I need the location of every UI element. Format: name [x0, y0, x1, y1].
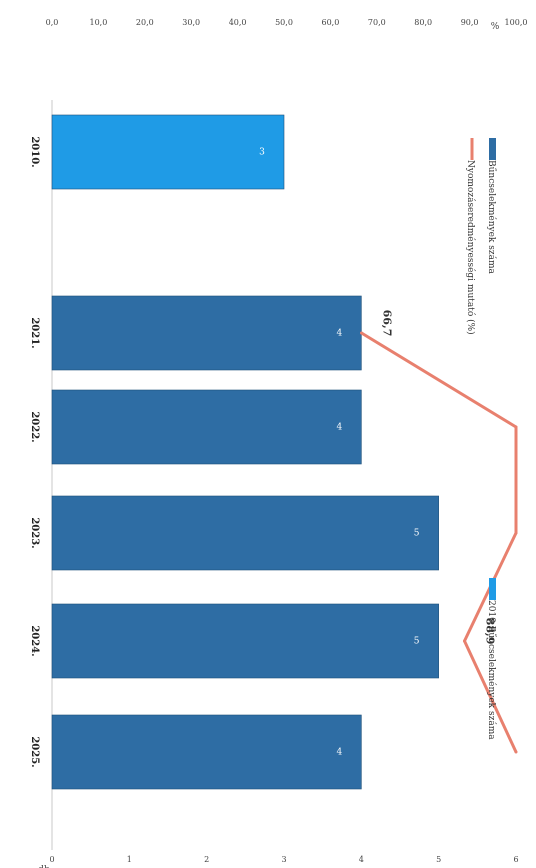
right-axis-tick: 80,0 — [414, 18, 432, 27]
category-label: 2025. — [29, 736, 40, 767]
line-value-label: 66,7 — [380, 310, 393, 337]
bar-value-label: 4 — [336, 423, 342, 433]
line-value-label: 88,9 — [483, 618, 496, 645]
legend-label-bar: Bűncselekmények száma — [486, 160, 497, 274]
line-point — [514, 531, 518, 535]
right-axis-tick: 40,0 — [229, 18, 247, 27]
category-label: 2022. — [29, 411, 40, 442]
left-axis-tick: 4 — [359, 855, 364, 864]
line-series — [359, 331, 518, 754]
left-axis-tick: 5 — [436, 855, 441, 864]
left-axis-tick: 3 — [281, 855, 286, 864]
right-axis: 0,0 10,0 20,0 30,0 40,0 50,0 60,0 70,0 80,0 90,0 1… — [46, 18, 528, 32]
category-label: 2010. — [29, 136, 40, 167]
right-axis-unit: % — [491, 22, 500, 32]
right-axis-tick: 30,0 — [182, 18, 200, 27]
bar-2021 — [51, 295, 362, 371]
right-axis-tick: 60,0 — [321, 18, 339, 27]
legend-label-2010: 2010 Bűncselekmények száma — [486, 600, 497, 740]
right-axis-tick: 10,0 — [89, 18, 107, 27]
right-axis-tick: 100,0 — [505, 18, 528, 27]
left-axis-tick: 0 — [49, 855, 54, 864]
category-label: 2024. — [29, 625, 40, 656]
right-axis-tick: 20,0 — [136, 18, 154, 27]
left-axis-tick: 1 — [127, 855, 132, 864]
line-point — [514, 425, 518, 429]
right-axis-tick: 0,0 — [46, 18, 59, 27]
bar-value-label: 4 — [336, 748, 342, 758]
right-axis-tick: 70,0 — [368, 18, 386, 27]
bar-marks — [51, 114, 439, 790]
line-point — [514, 750, 518, 754]
bar-value-label: 5 — [414, 637, 420, 647]
legend: Bűncselekmények száma Nyomozáseredményess… — [465, 138, 497, 740]
legend-swatch-2010 — [489, 578, 496, 600]
bar-2025 — [51, 714, 362, 790]
bar-value-label: 5 — [414, 529, 420, 539]
bar-value-label: 4 — [336, 329, 342, 339]
category-label: 2023. — [29, 517, 40, 548]
category-label: 2021. — [29, 317, 40, 348]
left-axis-unit: db — [38, 865, 50, 868]
bar-value-label: 3 — [259, 148, 265, 158]
legend-swatch-bar — [489, 138, 496, 160]
line-point — [359, 331, 363, 335]
right-axis-tick: 90,0 — [461, 18, 479, 27]
left-axis-tick: 2 — [204, 855, 209, 864]
left-axis: 0 1 2 3 4 5 6 db — [38, 855, 518, 868]
bar-2010 — [51, 114, 285, 190]
x-axis: 2010. 2021. 2022. 2023. 2024. 2025. — [29, 136, 40, 767]
legend-label-line: Nyomozáseredményességi mutató (%) — [465, 160, 476, 335]
bar-2022 — [51, 389, 362, 465]
bar-2023 — [51, 495, 439, 571]
left-axis-tick: 6 — [513, 855, 518, 864]
bar-2024 — [51, 603, 439, 679]
line-point — [462, 639, 466, 643]
right-axis-tick: 50,0 — [275, 18, 293, 27]
